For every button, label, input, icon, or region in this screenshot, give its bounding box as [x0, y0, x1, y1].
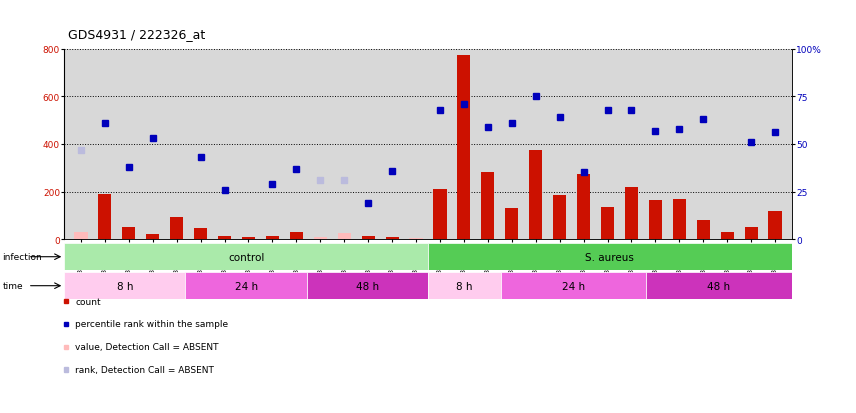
Bar: [529, 150, 543, 240]
Bar: [481, 173, 495, 240]
Bar: [697, 221, 710, 240]
Bar: [577, 174, 590, 240]
Bar: [553, 196, 566, 240]
Bar: [290, 233, 303, 240]
Bar: [601, 207, 614, 240]
Bar: [428, 244, 792, 271]
Text: rank, Detection Call = ABSENT: rank, Detection Call = ABSENT: [75, 365, 214, 374]
Bar: [242, 237, 255, 240]
Bar: [186, 273, 306, 299]
Text: 8 h: 8 h: [456, 281, 473, 291]
Bar: [218, 236, 231, 240]
Bar: [74, 233, 87, 240]
Text: S. aureus: S. aureus: [586, 252, 634, 262]
Bar: [769, 211, 782, 240]
Text: control: control: [228, 252, 265, 262]
Text: infection: infection: [3, 253, 42, 261]
Text: GDS4931 / 222326_at: GDS4931 / 222326_at: [68, 28, 205, 41]
Bar: [337, 234, 351, 240]
Text: 8 h: 8 h: [116, 281, 133, 291]
Bar: [457, 55, 471, 240]
Bar: [433, 190, 447, 240]
Text: percentile rank within the sample: percentile rank within the sample: [75, 320, 229, 329]
Text: value, Detection Call = ABSENT: value, Detection Call = ABSENT: [75, 342, 218, 351]
Bar: [505, 209, 519, 240]
Bar: [313, 237, 327, 240]
Bar: [409, 238, 423, 240]
Bar: [649, 200, 662, 240]
Text: 24 h: 24 h: [235, 281, 258, 291]
Text: 48 h: 48 h: [356, 281, 379, 291]
Bar: [266, 236, 279, 240]
Bar: [146, 235, 159, 240]
Bar: [501, 273, 646, 299]
Bar: [170, 217, 183, 240]
Text: 48 h: 48 h: [707, 281, 731, 291]
Bar: [122, 228, 135, 240]
Bar: [646, 273, 792, 299]
Bar: [306, 273, 428, 299]
Bar: [745, 228, 758, 240]
Bar: [64, 244, 428, 271]
Text: 24 h: 24 h: [562, 281, 586, 291]
Text: count: count: [75, 297, 101, 306]
Text: time: time: [3, 282, 23, 290]
Bar: [428, 273, 501, 299]
Bar: [98, 195, 111, 240]
Bar: [361, 236, 375, 240]
Bar: [64, 273, 186, 299]
Bar: [721, 233, 734, 240]
Bar: [625, 188, 638, 240]
Bar: [385, 237, 399, 240]
Bar: [673, 199, 686, 240]
Bar: [194, 229, 207, 240]
